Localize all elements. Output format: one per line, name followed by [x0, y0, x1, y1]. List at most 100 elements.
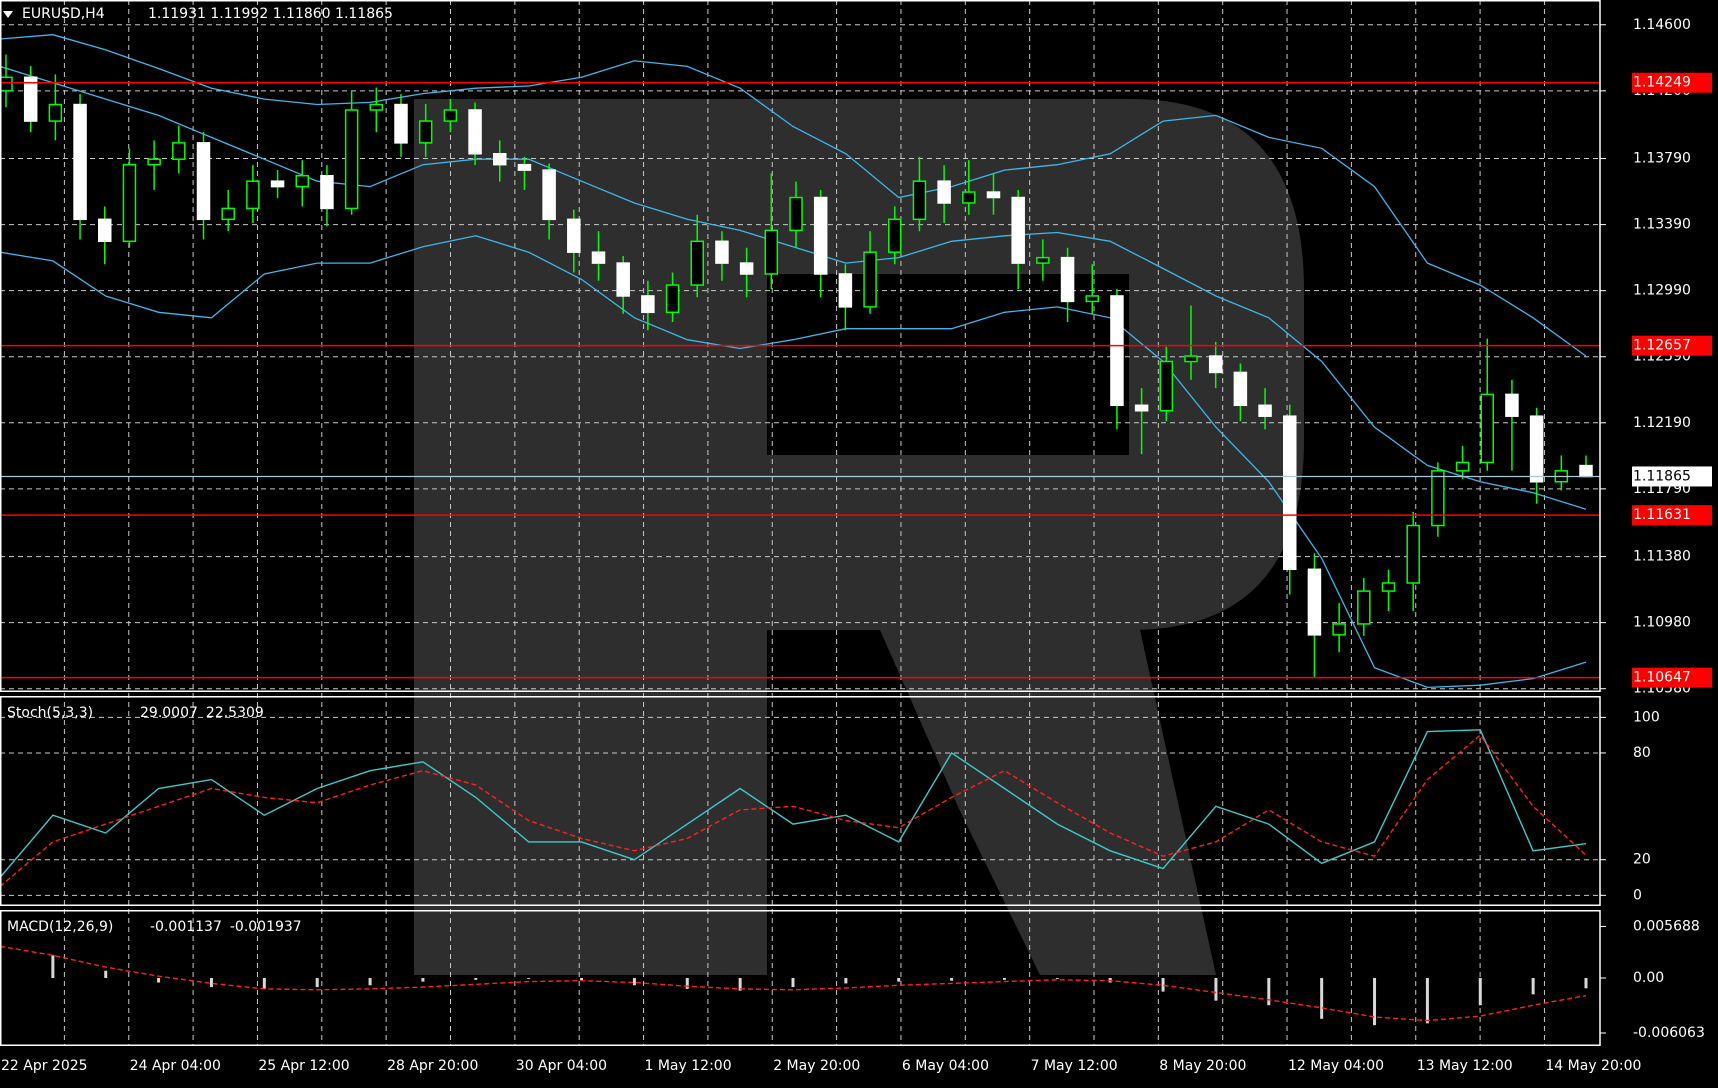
candle-body: [1184, 355, 1198, 363]
x-tick-label: 22 Apr 2025: [1, 1058, 88, 1074]
indicator-value: -0.001137: [150, 919, 222, 935]
candle-body: [270, 180, 285, 188]
y-tick-label: -0.006063: [1633, 1025, 1705, 1041]
candle-body: [0, 76, 13, 92]
macd-bar: [950, 978, 954, 981]
candle-body: [1258, 404, 1272, 417]
candle-body: [690, 240, 704, 286]
candle-body: [246, 180, 260, 210]
current-price-box: [1632, 466, 1712, 487]
candle-body: [1283, 415, 1297, 571]
candle-body: [739, 262, 754, 275]
candle-body: [888, 218, 902, 253]
x-tick-label: 30 Apr 04:00: [516, 1058, 607, 1074]
candle-body: [789, 196, 803, 232]
y-tick-label: 1.12990: [1633, 283, 1691, 299]
bollinger-band: [0, 34, 1587, 357]
candle-body: [1159, 360, 1174, 412]
bollinger-band: [0, 65, 1587, 510]
macd-bar: [474, 978, 478, 980]
y-tick-label: 1.13790: [1633, 151, 1691, 167]
level-label: 1.12657: [1633, 338, 1691, 354]
candle-body: [1505, 393, 1519, 417]
candle-body: [147, 158, 161, 166]
level-label-box: [1632, 667, 1712, 688]
candle-body: [665, 284, 680, 314]
symbol-title: EURUSD,H4: [22, 6, 105, 22]
indicator-value: 22.5309: [206, 705, 264, 721]
level-label-box: [1632, 335, 1712, 356]
candle-body: [764, 229, 779, 275]
macd-bar: [262, 978, 266, 989]
candle-body: [344, 109, 359, 210]
candle-body: [1381, 582, 1396, 592]
menu-triangle: [3, 11, 13, 18]
x-tick-label: 28 Apr 20:00: [387, 1058, 478, 1074]
candle-body: [48, 103, 63, 122]
macd-bar: [1584, 978, 1588, 989]
macd-bar: [685, 978, 689, 989]
candle-body: [937, 180, 951, 204]
candle-body: [567, 218, 581, 253]
y-tick-label: 1.12190: [1633, 415, 1691, 431]
level-label: 1.10647: [1633, 670, 1691, 686]
y-tick-label: 0.00: [1633, 970, 1664, 986]
candle-body: [838, 273, 853, 308]
x-tick-label: 25 Apr 12:00: [258, 1058, 349, 1074]
candle-body: [1406, 524, 1420, 584]
candle-body: [468, 109, 482, 155]
y-tick-label: 1.14600: [1633, 17, 1691, 33]
macd-bar: [738, 978, 742, 991]
candle-body: [1134, 404, 1149, 412]
macd-bar: [580, 978, 584, 981]
candle-body: [369, 103, 384, 111]
candle-body: [1357, 590, 1371, 625]
y-tick-label: 100: [1633, 709, 1660, 725]
symbol-quote: 1.11931 1.11992 1.11860 1.11865: [148, 6, 393, 22]
macd-bar: [791, 978, 795, 988]
indicator-title: MACD(12,26,9): [7, 919, 113, 935]
macd-bar: [1055, 978, 1059, 979]
macd-bar: [1320, 978, 1324, 1019]
y-tick-label: 1.13390: [1633, 217, 1691, 233]
pane-frame: [0, 696, 1601, 906]
candle-body: [962, 191, 976, 204]
y-tick-label: 0.005688: [1633, 918, 1700, 934]
candle-body: [1529, 415, 1544, 483]
candle-body: [715, 240, 729, 264]
candle-body: [912, 180, 927, 221]
candle-body: [1455, 461, 1470, 472]
x-tick-label: 6 May 04:00: [902, 1058, 989, 1074]
macd-bar: [1267, 978, 1271, 1006]
candle-body: [1085, 295, 1099, 303]
candle-body: [73, 103, 87, 221]
indicator-line: [0, 945, 1587, 1022]
indicator-line: [0, 734, 1587, 887]
candle-body: [1233, 371, 1248, 407]
y-tick-label: 20: [1633, 852, 1651, 868]
x-tick-label: 14 May 20:00: [1545, 1058, 1641, 1074]
macd-bar: [104, 970, 108, 978]
macd-bar: [51, 955, 55, 978]
bollinger-band: [0, 235, 1587, 689]
candle-body: [98, 218, 112, 243]
candle-body: [1110, 295, 1124, 407]
candle-body: [1579, 464, 1593, 478]
macd-bar: [315, 978, 319, 988]
candle-body: [1036, 256, 1050, 264]
indicator-value: 29.0007: [140, 705, 198, 721]
candle-body: [863, 251, 877, 308]
x-tick-label: 7 May 12:00: [1031, 1058, 1118, 1074]
candle-body: [493, 153, 507, 166]
candle-body: [172, 142, 186, 160]
candle-body: [517, 163, 532, 171]
candle-body: [542, 169, 556, 221]
macd-bar: [209, 978, 213, 988]
x-tick-label: 8 May 20:00: [1159, 1058, 1246, 1074]
candle-body: [1480, 393, 1494, 464]
candle-body: [813, 196, 828, 275]
macd-bar: [157, 978, 161, 983]
indicator-value: -0.001937: [230, 919, 302, 935]
pane-frame: [0, 0, 1601, 692]
